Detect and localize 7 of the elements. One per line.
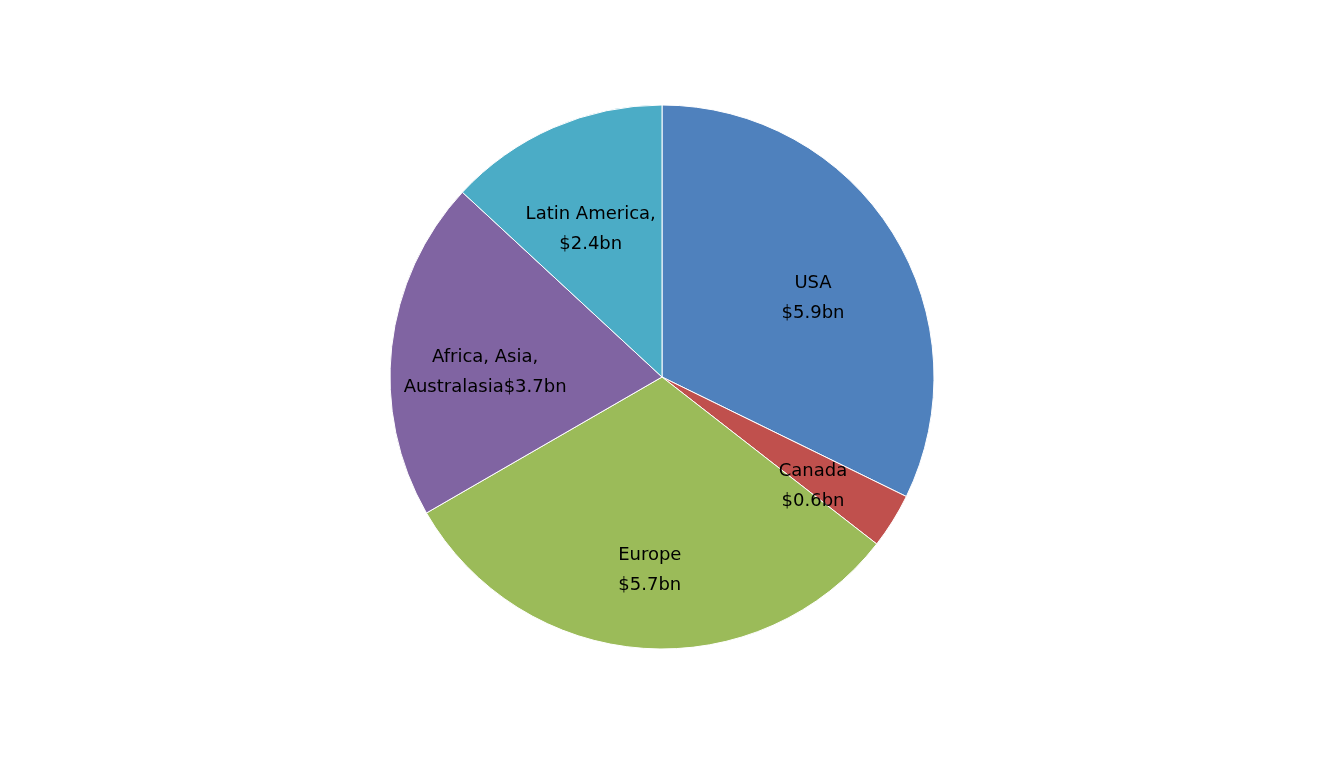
data-label: $5.7bn bbox=[618, 572, 682, 594]
slice-label: Canada bbox=[778, 459, 848, 481]
slice-label: Latin America,$2.4bn bbox=[525, 201, 656, 253]
data-label: $5.9bn bbox=[781, 300, 845, 322]
slice-label: Africa, Asia, Australasia$3.7bn bbox=[403, 345, 567, 397]
slice-label: Europe bbox=[618, 542, 682, 564]
slice-label: USA bbox=[794, 270, 833, 292]
